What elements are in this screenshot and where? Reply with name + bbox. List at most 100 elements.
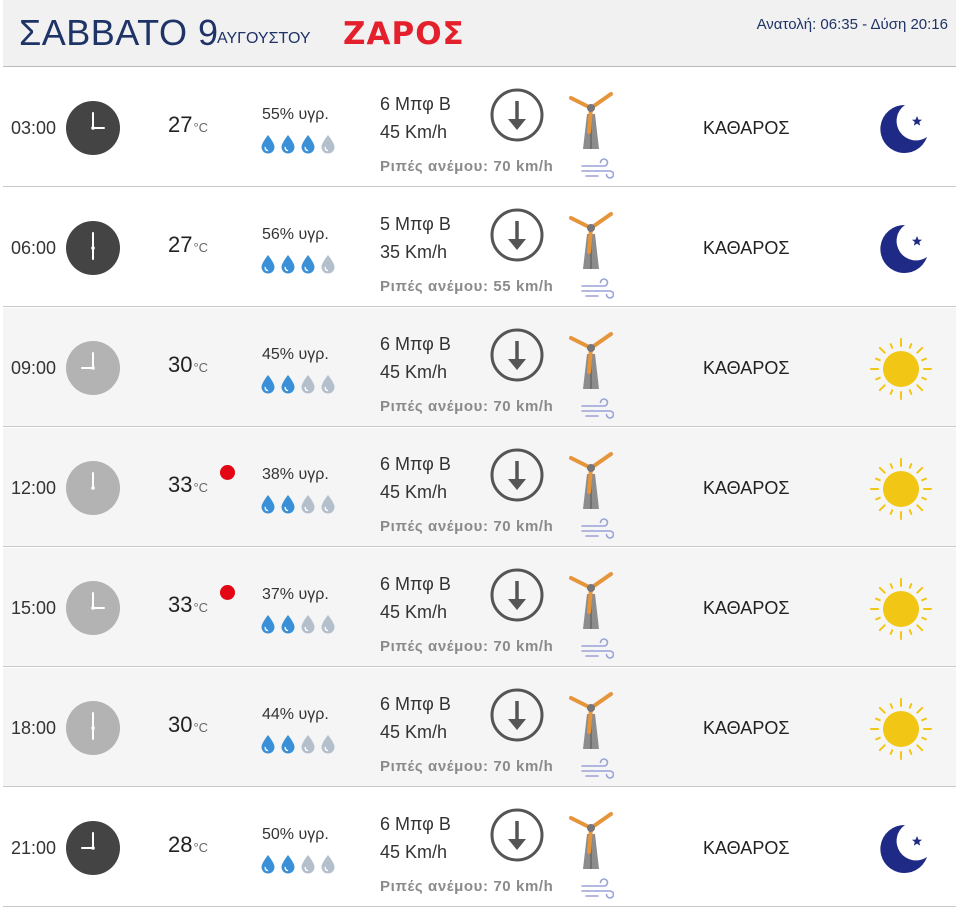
wind-beaufort: 6 Μπφ Β [380, 574, 451, 594]
sun-icon [869, 697, 933, 761]
temperature-value: 27 [168, 232, 193, 257]
wind-beaufort: 6 Μπφ Β [380, 814, 451, 834]
temperature: 27°C [168, 232, 208, 258]
windmill-icon [563, 568, 619, 630]
humidity-drops [260, 494, 340, 516]
humidity-drop-icon [280, 254, 296, 274]
humidity-drop-icon [320, 614, 336, 634]
humidity-drop-icon [280, 734, 296, 754]
humidity-label: 45% υγρ. [262, 346, 329, 363]
temperature: 30°C [168, 712, 208, 738]
wind-info: 6 Μπφ Β 45 Km/h [380, 810, 451, 866]
wind-info: 6 Μπφ Β 45 Km/h [380, 330, 451, 386]
wind-direction-arrow-icon [489, 687, 545, 743]
wind-info: 5 Μπφ Β 35 Km/h [380, 210, 451, 266]
humidity-label: 44% υγρ. [262, 706, 329, 723]
humidity-drop-icon [280, 614, 296, 634]
temperature-unit: °C [193, 840, 209, 855]
wind-direction-arrow-icon [489, 447, 545, 503]
forecast-time: 18:00 [11, 718, 57, 738]
moon-icon [869, 817, 933, 881]
humidity-label: 55% υγρ. [262, 106, 329, 123]
wind-info: 6 Μπφ Β 45 Km/h [380, 90, 451, 146]
wind-gust-icon [580, 278, 615, 300]
wind-beaufort: 6 Μπφ Β [380, 334, 451, 354]
temperature-value: 30 [168, 712, 193, 737]
clock-dark-icon [66, 101, 120, 155]
humidity-drops [260, 374, 340, 396]
sky-condition: ΚΑΘΑΡΟΣ [703, 478, 790, 498]
wind-gust-icon [580, 158, 615, 180]
month-label: ΑΥΓΟΥΣΤΟΥ [217, 30, 311, 47]
wind-gust-icon [580, 758, 615, 780]
forecast-time: 09:00 [11, 358, 57, 378]
temperature: 33°C [168, 472, 208, 498]
forecast-time: 12:00 [11, 478, 57, 498]
humidity-drop-icon [300, 134, 316, 154]
humidity-drop-icon [280, 374, 296, 394]
forecast-row: 03:00 27°C 55% υγρ. 6 Μπφ Β 45 Km/h Ριπές ανέ… [3, 68, 956, 187]
humidity-label: 50% υγρ. [262, 826, 329, 843]
day-header: ΣΑΒΒΑΤΟ 9 ΑΥΓΟΥΣΤΟΥ ΖΑΡΟΣ Ανατολή: 06:35… [3, 0, 956, 67]
wind-gust-label: Ριπές ανέμου: 70 km/h [380, 158, 554, 175]
wind-speed: 45 Km/h [380, 482, 448, 502]
windmill-icon [563, 688, 619, 750]
forecast-row: 12:00 33°C 38% υγρ. 6 Μπφ Β 45 Km/h Ριπές ανέ… [3, 428, 956, 547]
humidity-label: 37% υγρ. [262, 586, 329, 603]
forecast-row: 06:00 27°C 56% υγρ. 5 Μπφ Β 35 Km/h Ριπές ανέ… [3, 188, 956, 307]
humidity-drops [260, 734, 340, 756]
humidity-drop-icon [320, 374, 336, 394]
temperature-value: 30 [168, 352, 193, 377]
windmill-icon [563, 328, 619, 390]
temperature-unit: °C [193, 240, 209, 255]
wind-speed: 45 Km/h [380, 362, 448, 382]
wind-gust-icon [580, 878, 615, 900]
humidity-drops [260, 254, 340, 276]
temperature-value: 27 [168, 112, 193, 137]
clock-light-icon [66, 341, 120, 395]
humidity-drop-icon [280, 134, 296, 154]
wind-gust-label: Ριπές ανέμου: 55 km/h [380, 278, 554, 295]
humidity-drops [260, 614, 340, 636]
wind-direction-arrow-icon [489, 327, 545, 383]
wind-beaufort: 5 Μπφ Β [380, 214, 451, 234]
wind-gust-label: Ριπές ανέμου: 70 km/h [380, 398, 554, 415]
windmill-icon [563, 208, 619, 270]
humidity-drop-icon [260, 854, 276, 874]
clock-dark-icon [66, 221, 120, 275]
temperature-value: 33 [168, 472, 193, 497]
temperature: 28°C [168, 832, 208, 858]
sun-icon [869, 457, 933, 521]
forecast-row: 15:00 33°C 37% υγρ. 6 Μπφ Β 45 Km/h Ριπές ανέ… [3, 548, 956, 667]
humidity-drop-icon [280, 494, 296, 514]
humidity-drop-icon [320, 254, 336, 274]
temperature-unit: °C [193, 720, 209, 735]
wind-direction-arrow-icon [489, 87, 545, 143]
wind-beaufort: 6 Μπφ Β [380, 94, 451, 114]
temperature-value: 33 [168, 592, 193, 617]
heat-warning-dot [220, 585, 235, 600]
temperature: 30°C [168, 352, 208, 378]
humidity-drop-icon [320, 134, 336, 154]
sky-condition: ΚΑΘΑΡΟΣ [703, 838, 790, 858]
location-title: ΖΑΡΟΣ [343, 16, 465, 52]
humidity-drop-icon [260, 254, 276, 274]
humidity-drop-icon [260, 614, 276, 634]
windmill-icon [563, 808, 619, 870]
humidity-drop-icon [300, 494, 316, 514]
wind-speed: 35 Km/h [380, 242, 448, 262]
wind-direction-arrow-icon [489, 207, 545, 263]
clock-light-icon [66, 581, 120, 635]
temperature: 27°C [168, 112, 208, 138]
humidity-drop-icon [300, 254, 316, 274]
temperature-unit: °C [193, 120, 209, 135]
wind-speed: 45 Km/h [380, 602, 448, 622]
wind-gust-label: Ριπές ανέμου: 70 km/h [380, 638, 554, 655]
forecast-time: 06:00 [11, 238, 57, 258]
temperature-unit: °C [193, 480, 209, 495]
humidity-label: 56% υγρ. [262, 226, 329, 243]
humidity-label: 38% υγρ. [262, 466, 329, 483]
wind-gust-label: Ριπές ανέμου: 70 km/h [380, 878, 554, 895]
wind-gust-label: Ριπές ανέμου: 70 km/h [380, 518, 554, 535]
temperature: 33°C [168, 592, 208, 618]
